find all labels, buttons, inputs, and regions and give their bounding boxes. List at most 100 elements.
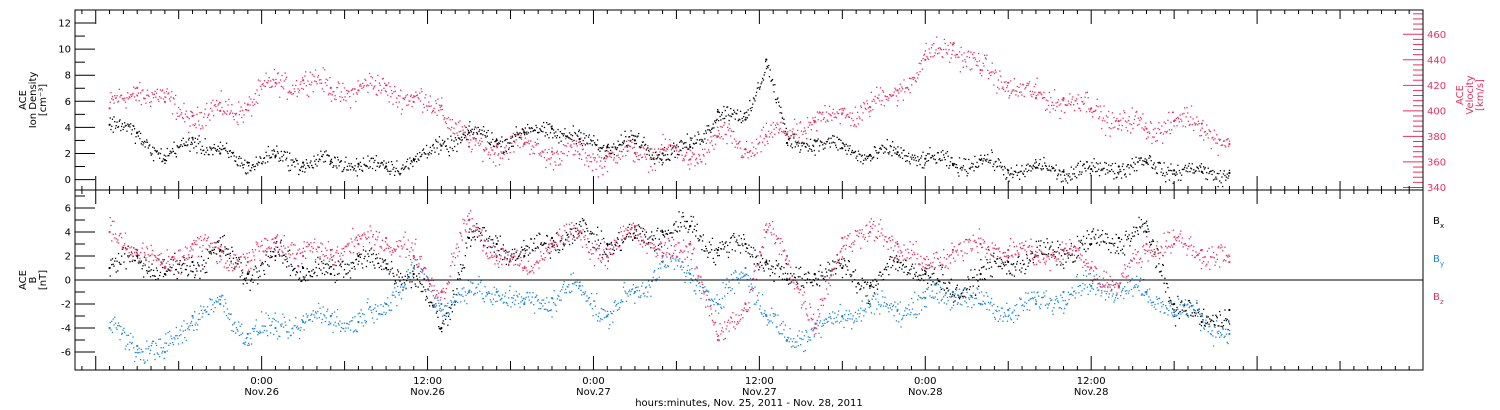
data-point — [202, 127, 204, 129]
data-point — [316, 275, 318, 277]
data-point — [858, 116, 860, 118]
data-point — [930, 276, 932, 278]
data-point — [260, 263, 263, 265]
data-point — [178, 146, 181, 148]
data-point — [1012, 263, 1015, 265]
data-point — [988, 159, 990, 162]
data-point — [790, 145, 792, 147]
data-point — [682, 143, 685, 145]
data-point — [961, 292, 963, 294]
data-point — [1133, 118, 1136, 121]
data-point — [196, 329, 198, 331]
data-point — [812, 285, 814, 287]
data-point — [681, 216, 683, 218]
data-point — [148, 266, 150, 268]
data-point — [822, 111, 824, 113]
data-point — [759, 135, 761, 137]
data-point — [584, 152, 587, 154]
data-point — [374, 80, 377, 82]
data-point — [934, 158, 936, 161]
data-point — [390, 161, 393, 163]
data-point — [670, 232, 672, 234]
data-point — [607, 143, 609, 145]
data-point — [337, 81, 339, 83]
top-panel-marks — [108, 36, 1231, 188]
data-point — [1174, 315, 1176, 317]
data-point — [140, 92, 142, 94]
data-point — [1012, 176, 1014, 179]
data-point — [1194, 170, 1196, 172]
data-marker — [108, 123, 111, 126]
data-point — [972, 57, 974, 59]
data-point — [1019, 269, 1021, 271]
data-point — [574, 150, 577, 152]
data-point — [276, 246, 279, 248]
data-point — [989, 71, 991, 73]
data-point — [1226, 173, 1228, 175]
data-point — [724, 109, 726, 112]
data-point — [360, 253, 362, 255]
data-point — [127, 343, 129, 345]
data-point — [623, 140, 625, 142]
data-point — [490, 239, 492, 241]
data-point — [796, 143, 798, 145]
data-point — [1129, 173, 1131, 175]
data-point — [854, 106, 857, 108]
data-point — [905, 265, 907, 268]
data-point — [797, 129, 799, 132]
data-point — [159, 89, 162, 91]
data-point — [734, 250, 736, 252]
data-point — [1073, 109, 1076, 112]
data-point — [322, 262, 324, 265]
data-point — [524, 127, 526, 129]
data-point — [192, 124, 194, 126]
data-point — [550, 126, 552, 128]
data-point — [782, 122, 784, 124]
data-point — [615, 147, 617, 149]
data-point — [768, 260, 771, 262]
data-marker — [302, 161, 305, 164]
data-point — [172, 97, 174, 99]
data-point — [869, 115, 871, 118]
data-point — [1123, 168, 1125, 171]
data-point — [220, 244, 222, 246]
data-point — [736, 239, 738, 241]
data-point — [655, 151, 657, 153]
data-point — [1075, 166, 1077, 168]
data-point — [923, 167, 925, 169]
data-point — [563, 133, 565, 135]
data-point — [1198, 170, 1200, 172]
data-point — [365, 165, 367, 167]
data-point — [935, 49, 937, 51]
data-point — [992, 165, 994, 168]
data-point — [342, 260, 344, 262]
data-point — [378, 313, 380, 315]
data-point — [672, 145, 674, 147]
data-point — [1008, 270, 1010, 272]
data-point — [212, 154, 214, 156]
data-point — [293, 88, 295, 90]
data-point — [1165, 122, 1167, 125]
data-point — [200, 255, 203, 258]
data-point — [1155, 265, 1158, 267]
data-point — [613, 157, 615, 159]
data-point — [453, 140, 455, 142]
data-marker — [813, 139, 816, 142]
data-point — [1174, 174, 1177, 177]
data-point — [406, 161, 408, 163]
data-point — [1203, 139, 1205, 141]
data-point — [238, 334, 241, 337]
data-point — [1130, 165, 1133, 167]
data-point — [1214, 178, 1216, 180]
data-point — [119, 263, 121, 265]
data-point — [534, 247, 536, 249]
data-point — [289, 249, 291, 251]
data-point — [296, 159, 298, 162]
data-point — [298, 338, 301, 340]
data-point — [638, 159, 641, 161]
data-point — [991, 276, 993, 278]
data-point — [660, 246, 663, 248]
data-point — [1208, 172, 1210, 175]
data-point — [765, 264, 767, 266]
data-point — [216, 297, 219, 299]
